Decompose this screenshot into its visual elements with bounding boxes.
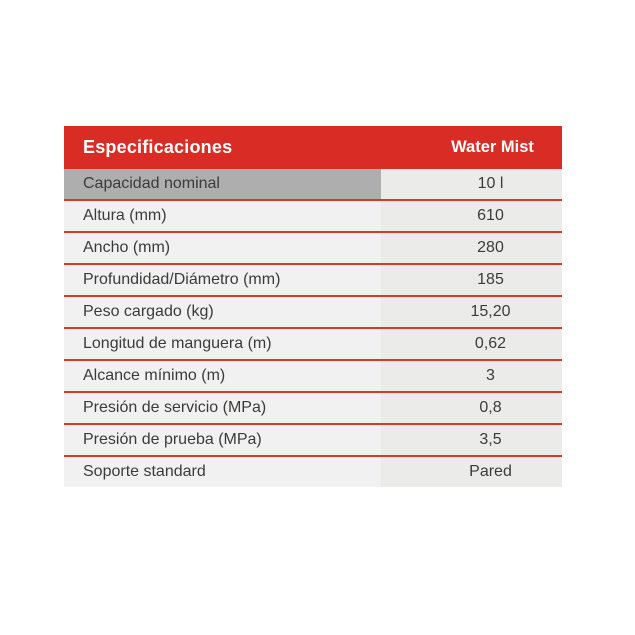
spec-value: 10 l bbox=[381, 169, 562, 199]
spec-label: Soporte standard bbox=[64, 457, 381, 487]
spec-table: Especificaciones Water Mist Capacidad no… bbox=[64, 126, 562, 487]
spec-label: Capacidad nominal bbox=[64, 169, 381, 199]
table-row: Presión de servicio (MPa) 0,8 bbox=[64, 393, 562, 425]
spec-value: 15,20 bbox=[381, 297, 562, 327]
spec-value: 0,8 bbox=[381, 393, 562, 423]
spec-value: 610 bbox=[381, 201, 562, 231]
table-row: Capacidad nominal 10 l bbox=[64, 169, 562, 201]
table-row: Ancho (mm) 280 bbox=[64, 233, 562, 265]
spec-label: Altura (mm) bbox=[64, 201, 381, 231]
spec-value: 185 bbox=[381, 265, 562, 295]
table-row: Soporte standard Pared bbox=[64, 457, 562, 487]
table-row: Profundidad/Diámetro (mm) 185 bbox=[64, 265, 562, 297]
spec-value: 3,5 bbox=[381, 425, 562, 455]
spec-label: Profundidad/Diámetro (mm) bbox=[64, 265, 381, 295]
spec-value: 3 bbox=[381, 361, 562, 391]
spec-value: Pared bbox=[381, 457, 562, 487]
spec-label: Ancho (mm) bbox=[64, 233, 381, 263]
spec-label: Peso cargado (kg) bbox=[64, 297, 381, 327]
spec-label: Presión de prueba (MPa) bbox=[64, 425, 381, 455]
spec-value: 0,62 bbox=[381, 329, 562, 359]
spec-label: Presión de servicio (MPa) bbox=[64, 393, 381, 423]
spec-label: Alcance mínimo (m) bbox=[64, 361, 381, 391]
table-row: Longitud de manguera (m) 0,62 bbox=[64, 329, 562, 361]
table-header-row: Especificaciones Water Mist bbox=[64, 126, 562, 169]
column-header-water-mist: Water Mist bbox=[451, 138, 534, 156]
table-row: Altura (mm) 610 bbox=[64, 201, 562, 233]
spec-value: 280 bbox=[381, 233, 562, 263]
table-title: Especificaciones bbox=[83, 137, 233, 157]
table-body: Capacidad nominal 10 l Altura (mm) 610 Ancho… bbox=[64, 169, 562, 487]
table-row: Alcance mínimo (m) 3 bbox=[64, 361, 562, 393]
table-row: Peso cargado (kg) 15,20 bbox=[64, 297, 562, 329]
table-row: Presión de prueba (MPa) 3,5 bbox=[64, 425, 562, 457]
spec-label: Longitud de manguera (m) bbox=[64, 329, 381, 359]
